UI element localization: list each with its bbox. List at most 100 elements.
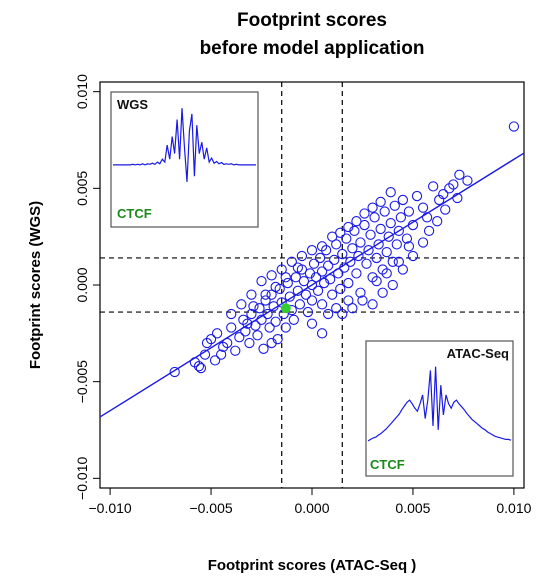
data-point: [294, 299, 306, 310]
data-point: [417, 237, 429, 248]
data-point: [357, 295, 368, 306]
data-point: [367, 202, 378, 213]
data-point: [306, 295, 318, 306]
data-point: [351, 216, 362, 227]
data-point: [282, 277, 293, 289]
data-point: [258, 343, 269, 354]
inset-bottom-right-top-label: ATAC-Seq: [447, 346, 509, 361]
data-point: [316, 241, 328, 252]
data-point: [308, 258, 320, 269]
data-point: [417, 202, 429, 213]
y-tick-label: 0.000: [74, 267, 90, 302]
data-point: [327, 231, 338, 242]
data-point: [343, 295, 354, 306]
data-point: [244, 337, 255, 349]
data-point: [341, 233, 352, 244]
data-point: [323, 308, 334, 320]
data-point: [236, 299, 247, 310]
data-point: [337, 248, 348, 260]
inset-top-left: WGS CTCF: [110, 91, 259, 228]
data-point: [292, 262, 304, 273]
data-point: [351, 268, 362, 279]
data-point: [454, 169, 465, 180]
x-tick-label: −0.005: [189, 500, 232, 516]
data-point: [246, 308, 257, 320]
data-point: [411, 190, 423, 202]
data-point: [215, 349, 227, 360]
data-point: [335, 283, 346, 295]
x-tick-label: 0.000: [294, 500, 329, 516]
data-point: [355, 237, 366, 248]
inset-bottom-right-bottom-label: CTCF: [370, 457, 405, 472]
chart-title-line-2: before model application: [200, 38, 425, 59]
data-point: [304, 268, 316, 279]
data-point: [230, 345, 241, 356]
data-point: [427, 181, 439, 192]
data-point: [288, 314, 299, 325]
data-point: [359, 219, 370, 231]
data-point: [403, 206, 415, 217]
data-point: [256, 275, 267, 287]
data-point: [193, 361, 205, 372]
data-point: [234, 332, 245, 343]
y-tick-label: 0.010: [74, 74, 90, 109]
data-point: [266, 337, 277, 349]
highlight-point-group: [280, 303, 291, 314]
data-point: [318, 277, 330, 289]
data-point: [270, 281, 281, 293]
data-point: [373, 239, 384, 250]
data-point: [312, 285, 324, 296]
data-point: [280, 272, 291, 283]
inset-top-left-top-label: WGS: [117, 97, 148, 112]
data-point: [387, 256, 398, 267]
data-point: [385, 187, 396, 198]
inset-top-left-frame: [110, 91, 259, 228]
x-tick-label: −0.010: [88, 500, 131, 516]
data-point: [300, 289, 312, 300]
data-point: [314, 252, 326, 264]
data-point: [347, 243, 358, 254]
data-point: [302, 306, 314, 318]
data-point: [327, 289, 338, 300]
data-point: [403, 241, 415, 252]
y-axis-ticks: −0.010 −0.005 0.000 0.005 0.010: [74, 74, 100, 500]
data-point: [379, 206, 390, 217]
data-point: [199, 349, 211, 360]
data-point: [286, 256, 297, 267]
data-point: [393, 256, 404, 267]
data-point: [355, 287, 366, 298]
data-point: [262, 308, 273, 320]
data-point: [306, 245, 318, 256]
y-tick-label: −0.005: [74, 360, 90, 403]
chart-title-line-1: Footprint scores: [237, 10, 387, 31]
data-point: [260, 289, 271, 300]
data-point: [316, 299, 328, 310]
data-point: [266, 270, 277, 281]
data-point: [444, 183, 455, 194]
data-point: [371, 252, 382, 264]
data-point: [407, 219, 419, 231]
data-point: [381, 268, 392, 279]
data-point: [323, 260, 334, 271]
x-tick-label: 0.005: [395, 500, 430, 516]
data-point: [367, 299, 378, 310]
data-point: [365, 229, 376, 240]
y-tick-label: 0.005: [74, 171, 90, 206]
data-point: [381, 246, 392, 258]
data-point: [329, 254, 340, 266]
data-point: [395, 212, 406, 223]
data-point: [371, 275, 382, 287]
data-point: [333, 268, 344, 279]
scatter-points: [169, 121, 520, 378]
data-point: [296, 250, 308, 262]
data-point: [211, 328, 223, 339]
data-point: [387, 279, 398, 291]
data-point: [256, 314, 267, 325]
data-point: [452, 192, 463, 204]
x-axis-ticks: −0.010 −0.005 0.000 0.005 0.010: [88, 488, 532, 516]
data-point: [195, 362, 207, 374]
data-point: [440, 204, 451, 215]
inset-bottom-right-profile: [367, 366, 512, 442]
data-point: [246, 289, 257, 300]
data-point: [423, 225, 435, 237]
